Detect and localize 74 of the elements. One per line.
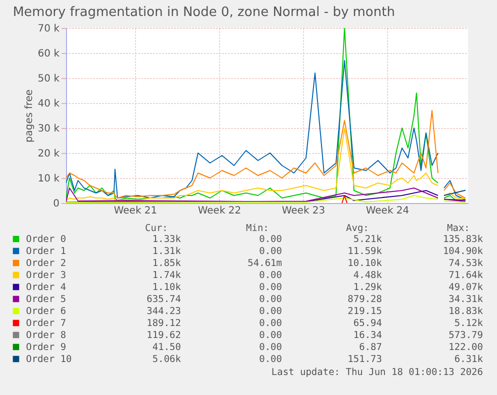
- text: 6.31k: [454, 354, 484, 365]
- legend-label: Order 5: [26, 294, 66, 305]
- text: 74.53k: [448, 258, 484, 269]
- text: 135.83k: [442, 234, 484, 245]
- y-tick-label: 40 k: [38, 98, 60, 110]
- text: 573.79: [448, 330, 484, 341]
- text: 0.00: [259, 282, 282, 293]
- text: 34.31k: [448, 294, 484, 305]
- text: 18.83k: [448, 306, 484, 317]
- text: 0.00: [259, 306, 282, 317]
- legend-label: Order 4: [26, 282, 66, 293]
- y-tick-label: 30 k: [38, 124, 60, 134]
- text: 0.00: [259, 294, 282, 305]
- legend-label: Order 8: [26, 330, 66, 341]
- y-tick-label: 20 k: [38, 148, 60, 160]
- x-tick-label: Week 22: [198, 206, 242, 216]
- text: Last update: Thu Jun 18 01:00:13 2026: [271, 367, 484, 378]
- legend-label: Order 10: [26, 354, 72, 365]
- text: 5.21k: [353, 234, 382, 245]
- text: 1.29k: [353, 282, 382, 293]
- legend-label: Order 9: [26, 342, 66, 353]
- text: 1.85k: [152, 258, 182, 269]
- text: 0.00: [259, 330, 282, 341]
- x-tick-label: Week 24: [366, 206, 410, 216]
- text: 5.12k: [454, 318, 484, 329]
- x-tick-label: Week 23: [282, 206, 326, 216]
- y-axis-title: pages free: [24, 89, 35, 143]
- y-tick-label: 70 k: [38, 24, 60, 34]
- text: 0.00: [259, 234, 282, 245]
- text: Avg:: [346, 223, 369, 234]
- y-tick-label: 50 k: [38, 74, 60, 84]
- text: Min:: [246, 223, 269, 234]
- text: 1.31k: [152, 246, 182, 257]
- text: 0.00: [259, 246, 282, 257]
- legend-label: Order 3: [26, 270, 66, 281]
- text: 41.50: [152, 342, 182, 353]
- text: 65.94: [353, 318, 382, 329]
- text: 151.73: [348, 354, 382, 365]
- y-tick-label: 10 k: [38, 174, 60, 184]
- text: 16.34: [353, 330, 382, 341]
- text: 219.15: [348, 306, 382, 317]
- text: 71.64k: [448, 270, 484, 281]
- text: 1.74k: [152, 270, 182, 281]
- text: 0.00: [259, 270, 282, 281]
- text: 0.00: [259, 342, 282, 353]
- legend-label: Order 7: [26, 318, 66, 329]
- legend-label: Order 0: [26, 234, 66, 245]
- legend-label: Order 2: [26, 258, 66, 269]
- text: 10.10k: [348, 258, 382, 269]
- text: 635.74: [146, 294, 182, 305]
- chart-title: Memory fragmentation in Node 0, zone Normal - by month: [12, 5, 395, 20]
- legend-label: Order 1: [26, 246, 66, 257]
- text: 0.00: [259, 318, 282, 329]
- text: 5.06k: [152, 354, 182, 365]
- legend-label: Order 6: [26, 306, 66, 317]
- text: 1.10k: [152, 282, 182, 293]
- text: 344.23: [146, 306, 181, 317]
- text: 119.62: [146, 330, 181, 341]
- text: Cur:: [145, 223, 168, 234]
- y-tick-label: 60 k: [38, 48, 60, 60]
- text: 1.33k: [152, 234, 182, 245]
- y-tick-label: 0: [53, 198, 60, 210]
- text: 4.48k: [353, 270, 382, 281]
- text: 879.28: [348, 294, 382, 305]
- text: 54.61m: [248, 258, 282, 269]
- x-tick-label: Week 21: [114, 206, 158, 216]
- text: Max:: [447, 223, 470, 234]
- text: 11.59k: [348, 246, 382, 257]
- text: 122.00: [448, 342, 484, 353]
- text: 0.00: [259, 354, 282, 365]
- text: 104.90k: [442, 246, 484, 257]
- text: 49.07k: [448, 282, 484, 293]
- text: 6.87: [359, 342, 382, 353]
- text: 189.12: [146, 318, 181, 329]
